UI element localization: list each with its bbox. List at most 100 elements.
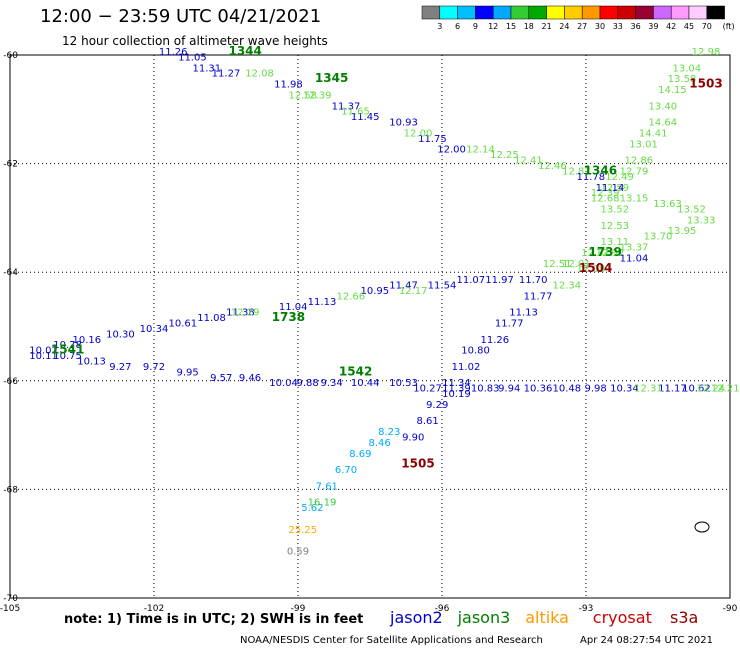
- wave-height-label: 14.15: [658, 85, 687, 96]
- footer-note: note: 1) Time is in UTC; 2) SWH is in fe…: [64, 612, 364, 627]
- satellite-jason3: jason3: [457, 608, 511, 627]
- wave-height-label: 10.04: [269, 378, 298, 389]
- wave-height-label: 12.46: [538, 161, 567, 172]
- wave-height-label: 12.39: [303, 90, 332, 101]
- wave-height-label: 11.13: [308, 297, 337, 308]
- wave-height-label: 9.29: [426, 400, 448, 411]
- wave-height-label: 12.01: [562, 259, 591, 270]
- wave-height-label: 10.11: [29, 351, 58, 362]
- wave-height-label: 13.15: [620, 194, 649, 205]
- legend-swatch: [688, 5, 708, 20]
- wave-height-label: 10.83: [471, 384, 500, 395]
- legend-swatch: [617, 5, 636, 20]
- legend-unit: (ft): [723, 22, 735, 31]
- track-id-label: 1504: [579, 261, 612, 275]
- wave-height-label: 12.29: [231, 308, 260, 319]
- wave-height-label: 12.39: [591, 188, 620, 199]
- wave-height-label: 13.40: [648, 101, 677, 112]
- wave-height-label: 12.31: [634, 384, 663, 395]
- wave-height-label: 13.04: [672, 63, 701, 74]
- wave-height-label: 9.46: [239, 373, 261, 384]
- wave-height-label: 10.62: [682, 384, 711, 395]
- legend-label: 21: [542, 22, 552, 31]
- y-tick-label: -64: [3, 268, 18, 278]
- legend-swatch: [581, 5, 601, 20]
- wave-height-label: 8.23: [378, 427, 400, 438]
- wave-height-label: 12.66: [336, 291, 365, 302]
- legend-swatch: [546, 5, 565, 20]
- wave-height-label: 11.98: [274, 80, 303, 91]
- legend-label: 12: [488, 22, 498, 31]
- wave-height-label: 11.04: [620, 253, 649, 264]
- wave-height-label: 11.97: [485, 275, 514, 286]
- x-tick-label: -99: [291, 604, 306, 614]
- wave-height-label: 11.37: [332, 101, 361, 112]
- wave-height-label: 12.25: [490, 150, 519, 161]
- wave-height-label: 12.92: [596, 248, 625, 259]
- wave-height-label: 11.27: [212, 69, 241, 80]
- wave-height-label: 11.26: [480, 335, 509, 346]
- island-outline: [694, 521, 710, 533]
- legend-swatch: [439, 5, 458, 20]
- wave-height-label: 10.34: [610, 384, 639, 395]
- satellite-altika: altika: [525, 608, 569, 627]
- wave-height-label: 16.19: [308, 498, 337, 509]
- y-tick-label: -62: [3, 160, 18, 170]
- wave-height-label: 10.19: [442, 389, 471, 400]
- wave-height-label: 10.95: [360, 286, 389, 297]
- legend-swatch: [457, 5, 476, 20]
- legend-swatch: [510, 5, 530, 20]
- legend-label: 6: [455, 22, 460, 31]
- legend-swatch: [528, 5, 547, 20]
- wave-height-label: 12.59: [600, 183, 629, 194]
- legend-swatch: [475, 5, 494, 20]
- track-id-label: 1503: [689, 77, 722, 91]
- wave-height-label: 11.70: [519, 275, 548, 286]
- wave-height-label: 11.07: [456, 275, 485, 286]
- wave-height-label: 12.32: [581, 248, 610, 259]
- legend-label: 45: [684, 22, 694, 31]
- wave-height-label: 12.08: [245, 69, 274, 80]
- wave-height-label: 11.75: [418, 134, 447, 145]
- wave-height-label: 11.08: [197, 313, 226, 324]
- wave-height-label: 11.47: [389, 280, 418, 291]
- satellite-cryosat: cryosat: [592, 608, 652, 627]
- wave-height-label: 12.53: [600, 221, 629, 232]
- wave-height-label: 13.37: [620, 242, 649, 253]
- wave-height-label: 12.86: [624, 156, 653, 167]
- wave-height-label: 9.95: [176, 367, 198, 378]
- wave-height-label: 12.79: [620, 166, 649, 177]
- wave-height-label: 9.72: [143, 362, 165, 373]
- legend-swatch: [564, 5, 583, 20]
- legend-label: 39: [648, 22, 658, 31]
- track-id-label: 1739: [588, 245, 621, 259]
- legend-label: 9: [473, 22, 478, 31]
- wave-height-label: 9.57: [210, 373, 232, 384]
- wave-height-label: 10.36: [524, 384, 553, 395]
- wave-height-label: 5.62: [301, 503, 323, 514]
- wave-height-label: 11.77: [495, 319, 524, 330]
- map-title: 12:00 − 23:59 UTC 04/21/2021: [40, 6, 322, 27]
- wave-height-label: 11.26: [159, 47, 188, 58]
- y-tick-label: -68: [3, 485, 18, 495]
- map-subtitle: 12 hour collection of altimeter wave hei…: [62, 34, 328, 48]
- y-tick-label: -66: [3, 377, 18, 387]
- wave-height-label: 10.34: [140, 324, 169, 335]
- wave-height-label: 13.70: [644, 232, 673, 243]
- wave-height-label: 12.14: [466, 145, 495, 156]
- wave-height-label: 11.34: [442, 378, 471, 389]
- track-id-label: 1738: [272, 310, 305, 324]
- track-id-label: 1345: [315, 71, 348, 85]
- wave-height-label: 10.02: [29, 346, 58, 357]
- wave-height-label: 11.04: [279, 302, 308, 313]
- track-id-label: 1344: [228, 44, 261, 58]
- wave-height-label: 11.38: [226, 308, 255, 319]
- wave-height-label: 10.61: [168, 319, 197, 330]
- legend-label: 70: [702, 22, 712, 31]
- wave-height-label: 12.68: [591, 194, 620, 205]
- wave-height-label: 12.17: [399, 286, 428, 297]
- x-tick-label: -90: [723, 604, 738, 614]
- wave-height-label: 10.53: [389, 378, 418, 389]
- wave-height-label: 11.45: [351, 112, 380, 123]
